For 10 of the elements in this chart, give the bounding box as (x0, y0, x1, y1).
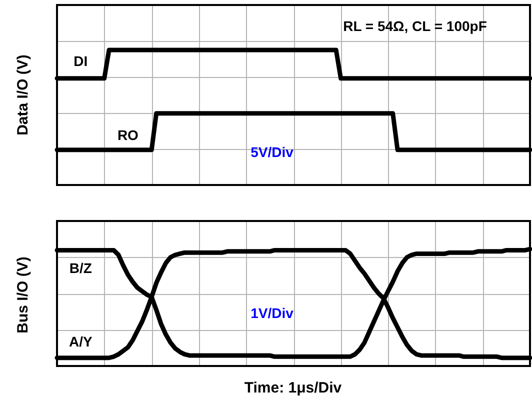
series-label: B/Z (69, 260, 92, 276)
y-axis-title: Bus I/O (V) (14, 256, 32, 334)
series-label: RO (117, 126, 139, 143)
annotation: 5V/Div (250, 144, 294, 160)
series-label: A/Y (68, 334, 93, 350)
annotation: 1V/Div (250, 305, 294, 321)
text: RL = 54Ω, CL = 100pF (343, 18, 487, 34)
series-label: DI (74, 53, 88, 70)
y-axis-title: Data I/O (V) (14, 54, 32, 136)
x-axis-title: Time: 1μs/Div (244, 380, 342, 396)
